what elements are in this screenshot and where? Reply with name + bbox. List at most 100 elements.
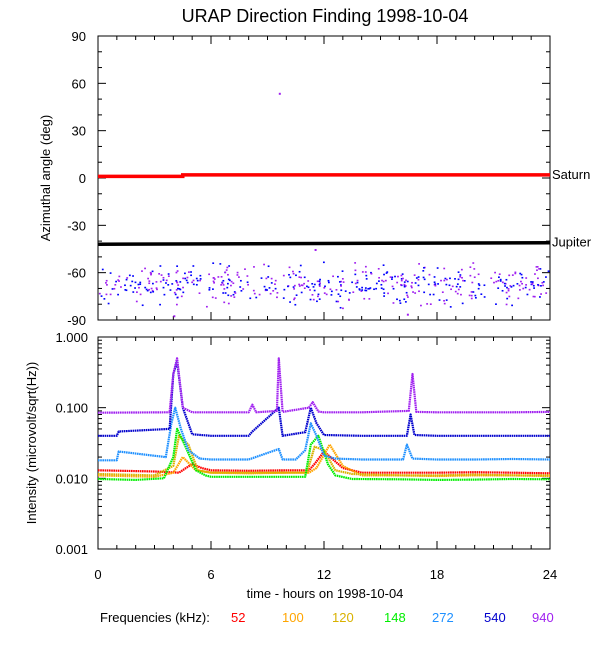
azimuth-scatter-point [311, 294, 314, 296]
frequencies-label: Frequencies (kHz): [100, 610, 210, 625]
azimuth-scatter-point [233, 291, 236, 293]
azimuth-scatter-point [347, 298, 350, 301]
intensity-y-tick-label: 0.010 [55, 471, 88, 486]
azimuth-scatter-point [422, 270, 425, 272]
azimuth-scatter-point [505, 303, 508, 306]
azimuth-scatter-point [227, 294, 230, 297]
azimuth-scatter-point [173, 291, 176, 294]
azimuth-scatter-point [514, 272, 517, 275]
azimuth-scatter-point [288, 273, 290, 276]
azimuth-scatter-point [318, 283, 321, 286]
azimuth-scatter-point [309, 298, 312, 301]
azimuth-scatter-point [144, 267, 146, 270]
azimuth-scatter-point [505, 278, 508, 281]
azimuth-scatter-point [208, 287, 211, 289]
intensity-panel: 1.000 0.100 0.010 0.001 0 6 12 18 24 Intensity (m… [24, 330, 557, 582]
azimuth-scatter-point [317, 295, 319, 298]
azimuth-scatter-point [184, 272, 186, 275]
azimuth-scatter-point [451, 285, 454, 288]
azimuth-scatter-point [533, 287, 536, 289]
intensity-y-axis-label: Intensity (microvolt/sqrt(Hz)) [24, 362, 39, 525]
azimuth-scatter-point [337, 275, 339, 278]
azimuth-scatter-point [340, 285, 342, 287]
azimuth-scatter-point [230, 284, 232, 287]
azimuth-scatter-point [438, 299, 441, 301]
azimuth-scatter-point [293, 298, 295, 301]
azimuth-scatter-point [469, 266, 472, 268]
azimuth-scatter-point [106, 284, 108, 286]
azimuth-scatter-point [505, 291, 508, 294]
azimuth-scatter-point [383, 273, 385, 276]
azimuth-scatter-point [459, 274, 462, 276]
azimuth-scatter-point [365, 274, 368, 277]
azimuth-scatter-point [115, 280, 118, 283]
azimuth-scatter-point [443, 267, 446, 270]
urap-plot: URAP Direction Finding 1998-10-04 906030… [24, 6, 592, 601]
azimuth-scatter-point [406, 280, 409, 283]
azimuth-scatter-point [228, 279, 231, 282]
intensity-y-tick-label: 1.000 [55, 330, 88, 345]
azimuth-scatter-point [276, 292, 279, 294]
azimuth-scatter-point [494, 271, 496, 274]
azimuth-scatter-point [311, 282, 314, 285]
azimuth-scatter-point [454, 278, 456, 280]
azimuth-scatter-point [462, 279, 464, 282]
azimuth-scatter-point [418, 263, 420, 265]
azimuth-scatter-point [497, 279, 500, 282]
azimuth-scatter-point [507, 288, 510, 290]
azimuth-scatter-point [400, 284, 402, 286]
azimuth-scatter-point [470, 294, 473, 297]
azimuth-scatter-point [312, 298, 315, 301]
frequency-legend: Frequencies (kHz): 52 100 120 148 272 540 940 [0, 610, 600, 630]
azimuth-scatter-point [175, 280, 178, 282]
azimuth-scatter-point [182, 291, 185, 294]
azimuth-scatter-point [396, 298, 398, 301]
azimuth-scatter-point [150, 287, 153, 290]
x-tick-label: 24 [543, 567, 557, 582]
azimuth-scatter-point [124, 289, 127, 291]
azimuth-scatter-point [128, 274, 131, 277]
azimuth-scatter-point [405, 291, 408, 294]
azimuth-scatter-point [186, 276, 189, 279]
azimuth-y-tick-label: 60 [72, 76, 86, 91]
azimuth-y-axis-label: Azimuthal angle (deg) [38, 115, 53, 241]
azimuth-scatter-point [105, 282, 107, 284]
azimuth-scatter-point [300, 291, 303, 294]
azimuth-scatter-point [199, 278, 202, 280]
azimuth-scatter-point [131, 280, 134, 283]
azimuth-scatter-point [367, 287, 370, 290]
azimuth-scatter-point [175, 289, 178, 291]
azimuth-scatter-point [224, 292, 227, 294]
azimuth-scatter-point [473, 276, 476, 279]
azimuth-scatter-point [387, 292, 389, 295]
azimuth-scatter-point [506, 297, 509, 300]
azimuth-scatter-point [148, 288, 151, 291]
azimuth-scatter-point [180, 295, 183, 298]
azimuth-scatter-point [524, 286, 527, 289]
azimuth-scatter-point [318, 298, 321, 300]
azimuth-scatter-point [364, 287, 367, 289]
azimuth-scatter-point [441, 291, 444, 294]
azimuth-scatter-point [129, 284, 132, 287]
azimuth-scatter-point [337, 293, 340, 295]
azimuth-scatter-point [139, 281, 142, 284]
reference-line-jupiter [97, 240, 551, 247]
azimuth-scatter-point [471, 281, 474, 284]
azimuth-scatter-point [455, 285, 458, 288]
x-tick-label: 6 [207, 567, 214, 582]
azimuth-scatter-point [378, 276, 380, 279]
azimuth-scatter-point [448, 284, 451, 287]
azimuth-scatter-point [139, 293, 142, 296]
azimuth-scatter-point [253, 266, 255, 268]
azimuth-scatter-point [533, 295, 536, 298]
azimuth-scatter-point [477, 287, 480, 290]
azimuth-scatter-point [292, 272, 295, 275]
azimuth-scatter-point [195, 277, 198, 280]
azimuth-scatter-point [403, 285, 406, 288]
azimuth-scatter-point [226, 282, 229, 285]
legend-frequency-540: 540 [484, 610, 506, 625]
azimuth-scatter-point [335, 300, 338, 303]
azimuth-scatter-point [144, 286, 147, 289]
azimuth-scatter-point [319, 278, 321, 281]
azimuth-scatter-point [537, 277, 539, 280]
